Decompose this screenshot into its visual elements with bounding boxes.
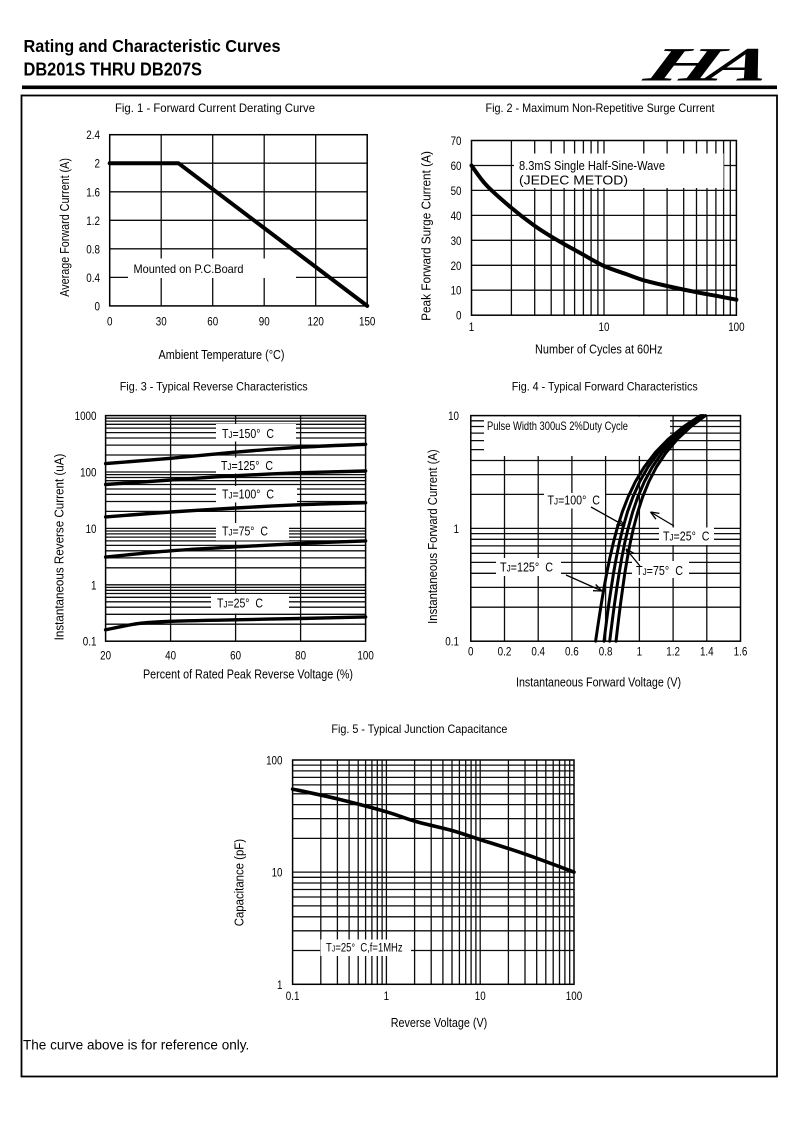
svg-text:TJ=25° C,f=1MHz: TJ=25° C,f=1MHz <box>326 943 403 955</box>
svg-text:0.8: 0.8 <box>86 242 100 256</box>
svg-text:100: 100 <box>80 466 97 480</box>
svg-text:0.8: 0.8 <box>599 645 613 659</box>
svg-text:TJ=100° C: TJ=100° C <box>222 488 274 502</box>
svg-text:Peak Forward Surge Current (A): Peak Forward Surge Current (A) <box>419 151 434 321</box>
svg-text:20: 20 <box>100 649 111 663</box>
svg-text:1: 1 <box>469 320 475 334</box>
svg-text:1.2: 1.2 <box>86 214 100 228</box>
svg-text:40: 40 <box>451 209 462 223</box>
svg-text:TJ=150° C: TJ=150° C <box>222 427 274 441</box>
svg-text:50: 50 <box>451 184 462 198</box>
svg-text:2.4: 2.4 <box>86 128 100 142</box>
svg-text:80: 80 <box>295 649 306 663</box>
svg-text:1.6: 1.6 <box>734 645 748 659</box>
svg-text:2: 2 <box>95 157 101 171</box>
svg-text:0.4: 0.4 <box>531 645 545 659</box>
svg-text:0: 0 <box>95 299 101 313</box>
svg-text:0.1: 0.1 <box>83 635 97 649</box>
svg-text:40: 40 <box>165 649 176 663</box>
svg-text:10: 10 <box>451 284 462 298</box>
svg-text:1.4: 1.4 <box>700 645 714 659</box>
svg-text:60: 60 <box>207 315 218 329</box>
svg-text:DB201S THRU DB207S: DB201S THRU DB207S <box>24 60 203 80</box>
svg-text:10: 10 <box>86 522 97 536</box>
svg-text:100: 100 <box>357 649 374 663</box>
svg-text:90: 90 <box>259 315 270 329</box>
svg-text:0.1: 0.1 <box>445 635 459 649</box>
svg-text:0.4: 0.4 <box>86 271 100 285</box>
svg-text:0: 0 <box>107 315 113 329</box>
svg-text:1: 1 <box>454 522 460 536</box>
svg-text:Fig. 2 - Maximum Non-Repetitiv: Fig. 2 - Maximum Non-Repetitive Surge Cu… <box>486 101 716 115</box>
svg-text:Instantaneous Reverse Current: Instantaneous Reverse Current (uA) <box>52 454 67 641</box>
svg-text:60: 60 <box>451 159 462 173</box>
svg-text:Rating and Characteristic Curv: Rating and Characteristic Curves <box>24 36 281 56</box>
svg-text:10: 10 <box>475 989 486 1003</box>
svg-text:1.2: 1.2 <box>666 645 680 659</box>
svg-text:Ambient Temperature (°C): Ambient Temperature (°C) <box>159 347 285 362</box>
svg-text:Instantaneous Forward Current: Instantaneous Forward Current (A) <box>425 449 440 624</box>
svg-text:TJ=75° C: TJ=75° C <box>636 564 683 578</box>
svg-text:100: 100 <box>266 754 283 768</box>
svg-text:1: 1 <box>637 645 643 659</box>
svg-text:Percent of Rated Peak Reverse: Percent of Rated Peak Reverse Voltage (%… <box>143 667 353 682</box>
svg-text:TJ=100° C: TJ=100° C <box>548 494 601 508</box>
svg-text:150: 150 <box>359 315 376 329</box>
svg-text:8.3mS Single Half-Sine-Wave: 8.3mS Single Half-Sine-Wave <box>519 158 665 173</box>
svg-text:120: 120 <box>308 315 325 329</box>
svg-text:Number of Cycles at 60Hz: Number of Cycles at 60Hz <box>535 342 663 357</box>
svg-text:Fig. 3 - Typical Reverse Chara: Fig. 3 - Typical Reverse Characteristics <box>120 380 308 394</box>
svg-text:0.1: 0.1 <box>286 989 300 1003</box>
svg-text:20: 20 <box>451 259 462 273</box>
svg-text:(JEDEC METOD): (JEDEC METOD) <box>519 173 628 188</box>
svg-text:10: 10 <box>272 866 283 880</box>
svg-text:0: 0 <box>468 645 474 659</box>
svg-text:Fig. 4 - Typical Forward Chara: Fig. 4 - Typical Forward Characteristics <box>512 380 698 394</box>
svg-text:Mounted on P.C.Board: Mounted on P.C.Board <box>134 262 244 276</box>
svg-text:1: 1 <box>384 989 390 1003</box>
svg-text:TJ=25° C: TJ=25° C <box>217 597 263 611</box>
svg-text:Instantaneous Forward Voltage: Instantaneous Forward Voltage (V) <box>516 675 681 690</box>
svg-text:Average Forward Current (A): Average Forward Current (A) <box>57 158 72 297</box>
svg-text:TJ=25° C: TJ=25° C <box>663 530 710 544</box>
svg-text:10: 10 <box>599 320 610 334</box>
svg-text:Pulse Width 300uS 2%Duty Cycle: Pulse Width 300uS 2%Duty Cycle <box>487 419 628 433</box>
svg-text:100: 100 <box>566 989 583 1003</box>
svg-text:Fig. 1 - Forward Current Derat: Fig. 1 - Forward Current Derating Curve <box>115 101 315 115</box>
svg-text:0: 0 <box>456 309 462 323</box>
svg-text:Fig. 5 - Typical Junction Capa: Fig. 5 - Typical Junction Capacitance <box>331 722 507 736</box>
svg-text:30: 30 <box>451 234 462 248</box>
svg-text:1: 1 <box>91 578 97 592</box>
svg-text:10: 10 <box>448 409 459 423</box>
svg-text:1.6: 1.6 <box>86 185 100 199</box>
svg-text:The curve above is for referen: The curve above is for reference only. <box>23 1038 249 1053</box>
svg-text:1000: 1000 <box>75 409 97 423</box>
svg-text:0.2: 0.2 <box>498 645 512 659</box>
svg-text:TJ=125° C: TJ=125° C <box>500 561 553 575</box>
svg-text:TJ=75° C: TJ=75° C <box>222 525 268 539</box>
svg-text:100: 100 <box>728 320 745 334</box>
svg-text:0.6: 0.6 <box>565 645 579 659</box>
svg-text:Reverse Voltage (V): Reverse Voltage (V) <box>391 1015 488 1030</box>
svg-text:TJ=125° C: TJ=125° C <box>221 459 273 473</box>
svg-text:60: 60 <box>230 649 241 663</box>
svg-text:Capacitance (pF): Capacitance (pF) <box>232 839 247 926</box>
svg-text:70: 70 <box>451 134 462 148</box>
svg-text:1: 1 <box>277 978 283 992</box>
svg-text:30: 30 <box>156 315 167 329</box>
